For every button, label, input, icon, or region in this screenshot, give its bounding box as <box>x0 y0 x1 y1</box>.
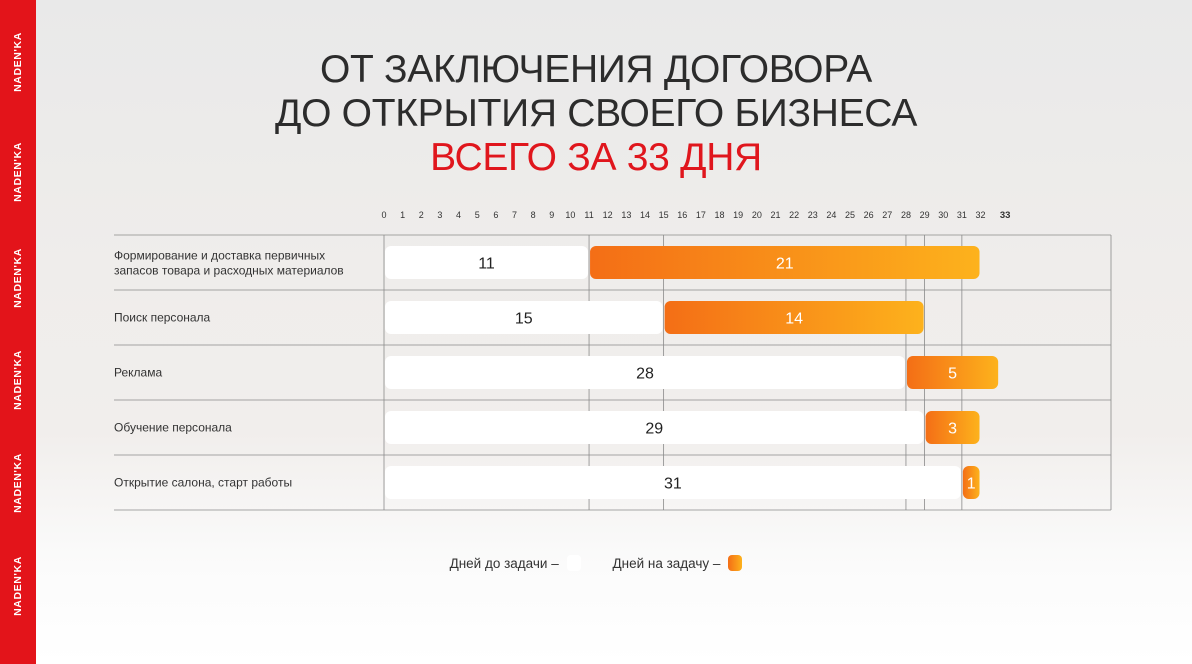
bar-before <box>385 466 961 499</box>
x-tick-label: 10 <box>565 210 575 220</box>
bar-duration-label: 21 <box>776 256 794 273</box>
x-tick-label: 8 <box>531 210 536 220</box>
bar-before-label: 31 <box>664 476 682 493</box>
x-tick-label: 21 <box>770 210 780 220</box>
legend-swatch-orange <box>728 555 743 571</box>
x-tick-label: 0 <box>381 210 386 220</box>
bar-before-label: 11 <box>478 256 495 273</box>
x-tick-label: 4 <box>456 210 461 220</box>
bar-duration-label: 1 <box>967 476 976 493</box>
x-tick-label: 24 <box>826 210 836 220</box>
x-tick-label: 23 <box>808 210 818 220</box>
x-tick-label: 20 <box>752 210 762 220</box>
legend-label-before: Дней до задачи – <box>449 555 559 571</box>
x-tick-label: 16 <box>677 210 687 220</box>
row-label: Поиск персонала <box>114 311 211 325</box>
legend: Дней до задачи – Дней на задачу – <box>0 555 1192 571</box>
legend-label-duration: Дней на задачу – <box>612 555 721 571</box>
legend-item-before: Дней до задачи – <box>450 555 581 571</box>
row-label: Реклама <box>114 366 162 380</box>
bar-before-label: 29 <box>645 421 663 438</box>
bar-duration <box>590 246 980 279</box>
bar-duration <box>925 411 980 444</box>
x-tick-label: 29 <box>920 210 930 220</box>
row-label: Открытие салона, старт работы <box>114 476 292 490</box>
x-tick-label: 25 <box>845 210 855 220</box>
x-tick-label: 28 <box>901 210 911 220</box>
title-line-1: ОТ ЗАКЛЮЧЕНИЯ ДОГОВОРА <box>319 48 873 91</box>
bar-duration <box>962 466 980 499</box>
bar-before <box>385 301 663 334</box>
x-tick-label: 9 <box>549 210 554 220</box>
x-tick-label: 22 <box>789 210 799 220</box>
bar-duration <box>906 356 999 389</box>
x-tick-label: 26 <box>864 210 874 220</box>
bar-duration-label: 3 <box>948 421 957 438</box>
x-tick-label: 6 <box>493 210 498 220</box>
x-tick-label: 17 <box>696 210 706 220</box>
x-tick-label: 13 <box>621 210 631 220</box>
x-tick-label: 1 <box>400 210 405 220</box>
x-tick-label: 11 <box>584 210 593 220</box>
title-accent: ВСЕГО ЗА 33 ДНЯ <box>430 136 762 179</box>
page-title: ОТ ЗАКЛЮЧЕНИЯ ДОГОВОРА ДО ОТКРЫТИЯ СВОЕГ… <box>36 48 1156 180</box>
x-tick-label: 18 <box>715 210 725 220</box>
x-tick-label: 5 <box>475 210 480 220</box>
bar-duration-label: 5 <box>948 366 957 383</box>
bar-duration-label: 14 <box>785 311 803 328</box>
x-tick-label: 33 <box>1000 210 1011 221</box>
title-line-2: ДО ОТКРЫТИЯ СВОЕГО БИЗНЕСА <box>274 92 918 135</box>
bar-before <box>385 246 589 279</box>
bar-before-label: 28 <box>636 366 654 383</box>
bar-before <box>385 411 924 444</box>
x-tick-label: 12 <box>603 210 613 220</box>
row-label: Формирование и доставка первичных запасов… <box>114 249 344 278</box>
bar-duration <box>664 301 924 334</box>
x-tick-label: 14 <box>640 210 650 220</box>
legend-swatch-white <box>566 555 581 571</box>
bar-before <box>385 356 905 389</box>
x-tick-label: 2 <box>419 210 424 220</box>
x-tick-label: 15 <box>659 210 669 220</box>
x-tick-label: 32 <box>976 210 986 220</box>
x-tick-label: 30 <box>938 210 948 220</box>
x-tick-label: 27 <box>882 210 892 220</box>
x-tick-label: 3 <box>437 210 442 220</box>
legend-item-duration: Дней на задачу – <box>612 555 743 571</box>
brand-strip: NADEN'KA NADEN'KA NADEN'KA NADEN'KA NADE… <box>0 0 36 664</box>
row-label: Обучение персонала <box>114 421 232 435</box>
x-tick-label: 7 <box>512 210 517 220</box>
bar-before-label: 15 <box>515 311 533 328</box>
x-tick-label: 31 <box>957 210 967 220</box>
x-tick-label: 19 <box>733 210 743 220</box>
